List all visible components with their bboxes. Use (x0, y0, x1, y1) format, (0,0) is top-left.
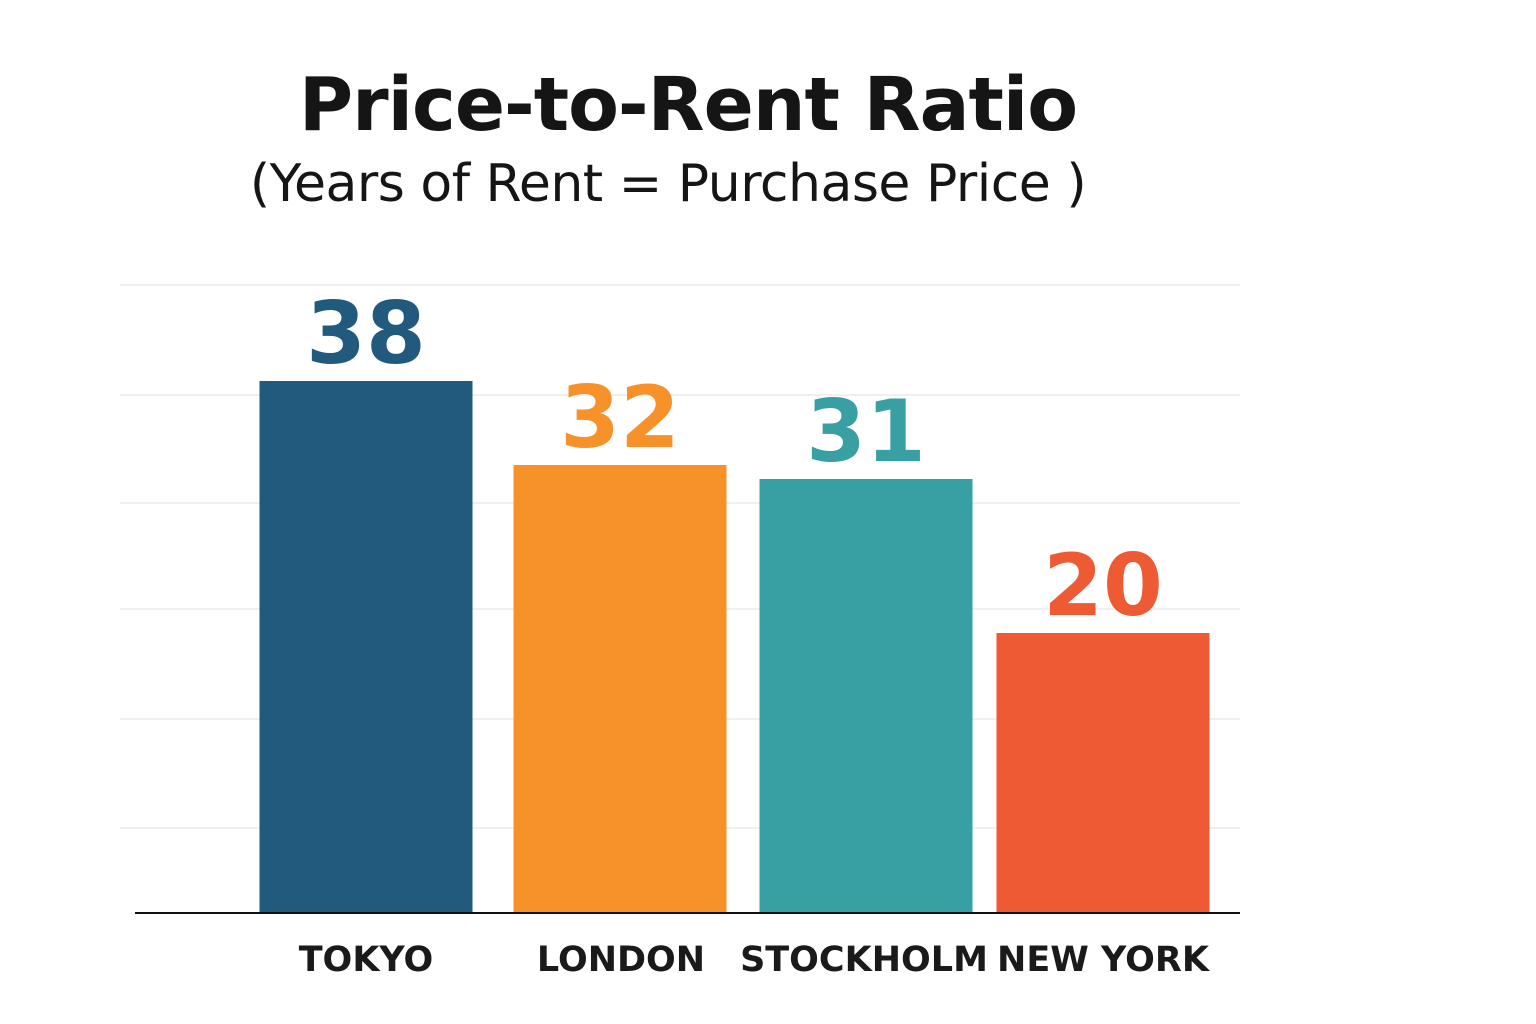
x-tick-stockholm: STOCKHOLM (740, 940, 988, 980)
value-label-stockholm: 31 (806, 382, 926, 482)
value-label-london: 32 (560, 368, 680, 468)
value-labels: 38 32 31 20 (306, 284, 1163, 636)
bar-london (513, 465, 727, 913)
chart-title: Price-to-Rent Ratio (298, 62, 1078, 148)
bars (259, 381, 1210, 913)
bar-tokyo (259, 381, 473, 913)
x-tick-labels: TOKYO LONDON STOCKHOLM NEW YORK (299, 940, 1211, 980)
value-label-new-york: 20 (1043, 536, 1163, 636)
x-tick-london: LONDON (537, 940, 705, 980)
value-label-tokyo: 38 (306, 284, 426, 384)
chart-subtitle: (Years of Rent = Purchase Price ) (249, 154, 1087, 214)
bar-new-york (996, 633, 1210, 913)
x-tick-new-york: NEW YORK (997, 940, 1211, 980)
bar-stockholm (759, 479, 973, 913)
x-tick-tokyo: TOKYO (299, 940, 434, 980)
